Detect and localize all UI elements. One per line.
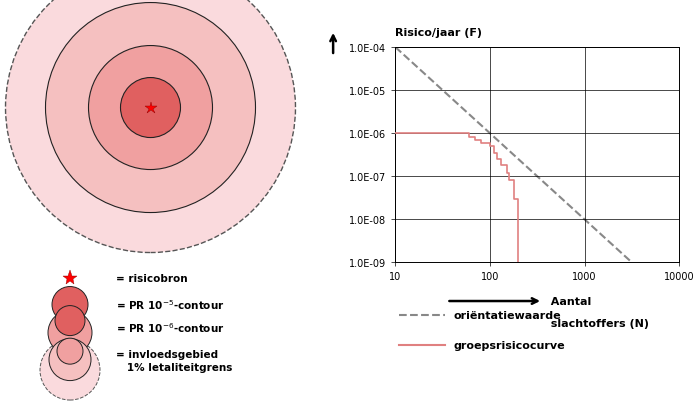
Ellipse shape xyxy=(55,306,85,336)
Ellipse shape xyxy=(57,338,83,364)
Ellipse shape xyxy=(6,0,295,253)
Text: = PR 10$^{-6}$-contour: = PR 10$^{-6}$-contour xyxy=(116,321,224,334)
Text: Risico/jaar (F): Risico/jaar (F) xyxy=(395,28,482,38)
Ellipse shape xyxy=(120,78,181,138)
Ellipse shape xyxy=(52,287,88,323)
Text: slachtoffers (N): slachtoffers (N) xyxy=(543,318,649,328)
Text: Aantal: Aantal xyxy=(543,296,592,306)
Text: = PR 10$^{-5}$-contour: = PR 10$^{-5}$-contour xyxy=(116,298,224,312)
Text: = invloedsgebied
   1% letaliteitgrens: = invloedsgebied 1% letaliteitgrens xyxy=(116,349,232,373)
Ellipse shape xyxy=(48,311,92,355)
Ellipse shape xyxy=(46,4,256,213)
Text: = risicobron: = risicobron xyxy=(116,274,187,284)
Ellipse shape xyxy=(49,339,91,381)
Text: oriëntatiewaarde: oriëntatiewaarde xyxy=(454,310,561,320)
Ellipse shape xyxy=(88,47,213,170)
Text: groepsrisicocurve: groepsrisicocurve xyxy=(454,340,565,350)
Ellipse shape xyxy=(40,340,100,400)
